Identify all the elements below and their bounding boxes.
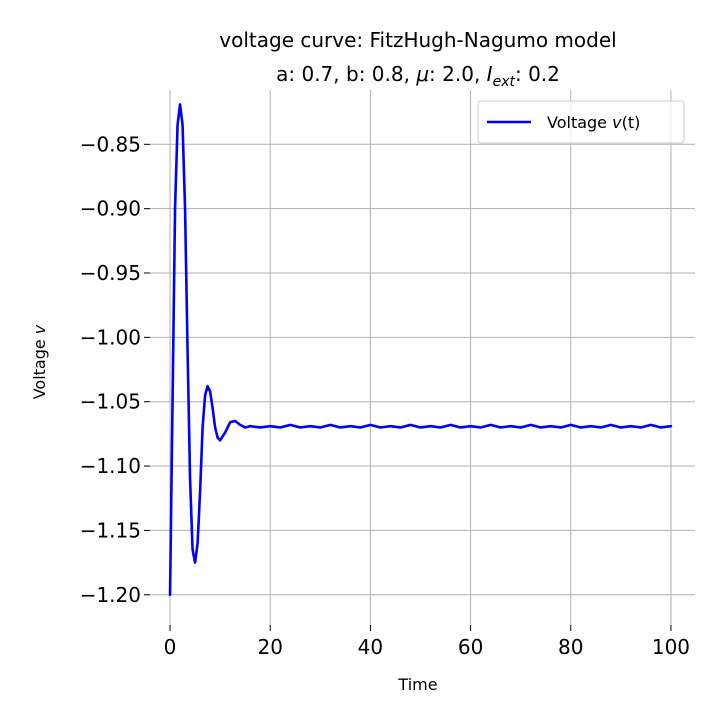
title-ext-subscript: ext — [493, 74, 516, 90]
y-tick-label: −0.95 — [80, 261, 141, 285]
title-mu-value: : 2.0, — [429, 62, 487, 86]
legend-label-text: Voltage — [547, 113, 612, 132]
x-tick-label: 20 — [257, 635, 282, 659]
y-tick-label: −0.90 — [80, 197, 141, 221]
ticks: 0 20 40 60 80 100 −1.20 −1.15 −1.10 −1.05 −1.00 −0.… — [80, 132, 690, 659]
y-axis-label-var: v — [30, 324, 49, 334]
legend-label: Voltage v(t) — [547, 113, 640, 132]
x-tick-label: 80 — [558, 635, 583, 659]
y-tick-label: −0.85 — [80, 132, 141, 156]
legend-label-arg: (t) — [622, 113, 641, 132]
legend-label-var: v — [612, 113, 622, 132]
x-tick-label: 60 — [458, 635, 483, 659]
y-tick-label: −1.00 — [80, 325, 141, 349]
title-mu-symbol: μ — [415, 62, 429, 86]
x-tick-label: 100 — [652, 635, 690, 659]
legend: Voltage v(t) — [477, 100, 685, 144]
title-i-symbol: I — [487, 62, 493, 86]
legend-box — [477, 100, 685, 144]
y-axis-label-text: Voltage — [30, 334, 49, 399]
y-axis-label: Voltage v — [30, 324, 49, 399]
chart-title-line1: voltage curve: FitzHugh-Nagumo model — [219, 28, 616, 52]
series-group — [168, 103, 673, 597]
y-tick-label: −1.10 — [80, 454, 141, 478]
x-tick-label: 40 — [358, 635, 383, 659]
x-tick-label: 0 — [164, 635, 177, 659]
grid — [150, 90, 695, 625]
y-tick-label: −1.20 — [80, 583, 141, 607]
y-tick-label: −1.05 — [80, 390, 141, 414]
title-i-value: : 0.2 — [515, 62, 560, 86]
y-tick-label: −1.15 — [80, 518, 141, 542]
x-axis-label: Time — [397, 675, 437, 694]
title-a-b: a: 0.7, b: 0.8, — [276, 62, 416, 86]
chart-title-line2: a: 0.7, b: 0.8, μ: 2.0, Iext: 0.2 — [276, 62, 560, 90]
voltage-line — [168, 103, 673, 597]
